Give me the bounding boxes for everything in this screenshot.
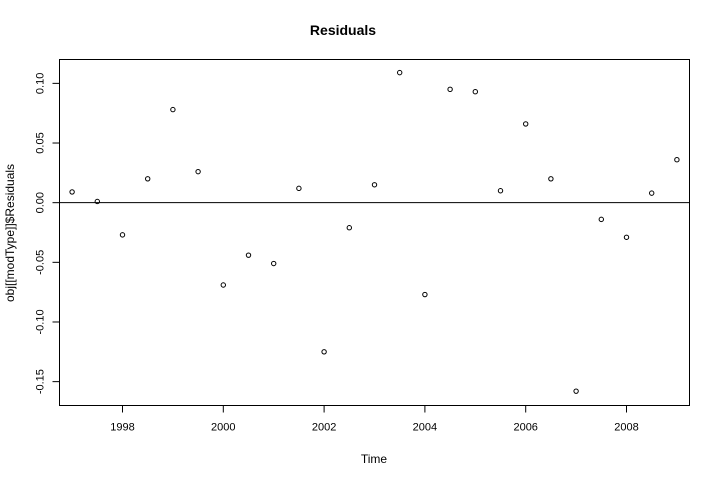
data-point	[548, 176, 554, 182]
data-point	[220, 282, 227, 288]
data-point	[170, 106, 176, 113]
y-tick-label: -0.10	[35, 309, 47, 334]
y-tick-label: -0.05	[35, 250, 47, 275]
data-point	[573, 388, 579, 394]
y-axis-label: obj[[modType]]$Residuals	[3, 164, 17, 302]
chart-title: Residuals	[310, 22, 376, 38]
plot-box	[59, 59, 690, 406]
y-tick-label: 0.00	[35, 192, 47, 213]
data-point	[447, 86, 453, 93]
data-point	[94, 198, 101, 205]
y-tick-label: 0.05	[35, 132, 47, 153]
data-point	[397, 69, 403, 76]
y-tick-label: -0.15	[35, 369, 47, 394]
x-tick-label: 2008	[614, 422, 638, 434]
data-point	[649, 190, 655, 196]
y-tick-label: 0.10	[35, 73, 47, 94]
data-point	[674, 157, 680, 163]
x-tick-label: 1998	[110, 422, 134, 434]
x-tick-label: 2002	[312, 422, 336, 434]
data-point	[422, 291, 428, 298]
residual-points	[69, 69, 680, 394]
data-point	[195, 168, 201, 175]
data-point	[623, 234, 630, 240]
data-point	[371, 182, 378, 188]
x-tick-label: 2006	[513, 422, 537, 434]
data-point	[145, 176, 151, 182]
x-axis: 1998 2000 2002 2004 2006 2008	[110, 405, 639, 434]
data-point	[271, 260, 277, 267]
data-point	[245, 252, 252, 258]
x-axis-label: Time	[361, 452, 388, 466]
data-point	[321, 349, 327, 355]
data-point	[523, 121, 529, 127]
data-point	[69, 189, 75, 195]
x-tick-label: 2004	[413, 422, 437, 434]
y-axis: -0.15 -0.10 -0.05 0.00 0.05 0.10	[35, 73, 60, 394]
data-point	[472, 89, 478, 95]
data-point	[296, 185, 302, 192]
data-point	[346, 225, 352, 231]
data-point	[119, 232, 126, 238]
data-point	[598, 216, 604, 223]
x-tick-label: 2000	[211, 422, 235, 434]
data-point	[497, 188, 504, 194]
